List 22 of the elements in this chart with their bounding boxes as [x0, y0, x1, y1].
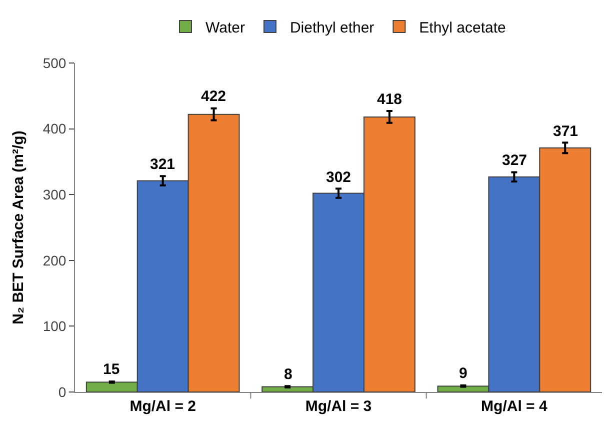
- data-label: 327: [502, 152, 528, 169]
- x-tick-label: Mg/Al = 2: [130, 398, 196, 415]
- y-tick-label: 100: [42, 318, 66, 334]
- data-label: 371: [553, 123, 578, 140]
- x-tick-label: Mg/Al = 4: [481, 398, 548, 415]
- data-label: 321: [150, 156, 176, 173]
- data-label: 9: [459, 365, 468, 382]
- data-label: 418: [377, 91, 402, 108]
- y-tick-label: 0: [58, 384, 66, 400]
- data-label: 422: [201, 88, 226, 105]
- legend-label: Diethyl ether: [290, 19, 374, 36]
- data-label: 15: [103, 361, 120, 378]
- legend-label: Water: [206, 19, 245, 36]
- y-tick-label: 400: [42, 120, 66, 137]
- legend-label: Ethyl acetate: [419, 19, 506, 36]
- y-tick-label: 200: [42, 252, 66, 268]
- x-tick-label: Mg/Al = 3: [305, 398, 372, 415]
- y-tick-label: 500: [42, 54, 66, 71]
- data-label: 302: [326, 169, 352, 186]
- data-label: 8: [284, 366, 292, 383]
- y-axis-title: N₂ BET Surface Area (m²/g): [10, 130, 28, 324]
- y-tick-label: 300: [42, 186, 66, 202]
